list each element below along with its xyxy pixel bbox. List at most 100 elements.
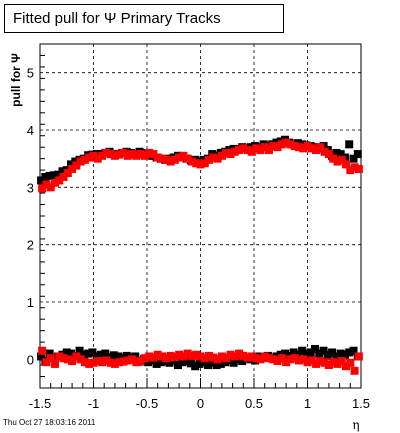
data-point xyxy=(342,160,351,169)
data-point xyxy=(50,178,59,187)
data-point xyxy=(346,358,355,367)
y-axis-label: pull for Ψ xyxy=(9,53,23,107)
chart-title: Fitted pull for Ψ Primary Tracks xyxy=(4,4,284,33)
data-point xyxy=(209,153,218,162)
data-point xyxy=(58,167,67,176)
data-point xyxy=(93,154,102,163)
data-point xyxy=(88,348,97,357)
data-point xyxy=(243,353,252,362)
data-point xyxy=(354,352,363,361)
data-point xyxy=(269,355,278,364)
data-point xyxy=(213,355,222,364)
data-point xyxy=(216,359,225,368)
data-point xyxy=(203,361,212,370)
data-point xyxy=(336,150,345,159)
y-tick-label: 0 xyxy=(27,352,34,367)
y-tick-label: 3 xyxy=(27,180,34,195)
data-point xyxy=(101,349,110,358)
data-point xyxy=(55,176,64,185)
x-tick-label: 0 xyxy=(197,396,204,411)
data-point xyxy=(85,359,94,368)
data-point xyxy=(213,154,222,163)
data-point xyxy=(222,148,231,157)
data-point xyxy=(230,147,239,156)
data-point xyxy=(46,354,55,363)
data-point xyxy=(106,150,115,159)
data-point xyxy=(247,147,256,156)
data-point xyxy=(175,350,184,359)
x-tick-label: 0.5 xyxy=(245,396,263,411)
data-point xyxy=(191,362,200,371)
data-point xyxy=(63,169,72,177)
data-point xyxy=(289,348,298,357)
data-point xyxy=(109,351,118,360)
data-point xyxy=(324,361,333,370)
data-point xyxy=(350,163,359,172)
data-point xyxy=(307,144,316,153)
data-point xyxy=(80,358,89,367)
data-point xyxy=(162,354,171,363)
data-point xyxy=(294,143,303,152)
data-point xyxy=(149,353,158,362)
data-point xyxy=(286,355,295,364)
data-point xyxy=(315,349,324,358)
data-point xyxy=(136,357,145,366)
data-point xyxy=(75,346,84,355)
data-point xyxy=(38,346,47,355)
data-point xyxy=(72,352,81,361)
data-point xyxy=(269,142,278,151)
data-point xyxy=(277,140,286,149)
y-tick-label: 5 xyxy=(27,66,34,81)
data-point xyxy=(260,352,269,361)
data-point xyxy=(162,155,171,164)
data-point xyxy=(323,350,332,359)
data-point xyxy=(37,176,46,185)
data-point xyxy=(302,349,311,358)
data-point xyxy=(37,352,46,361)
data-point xyxy=(183,154,192,163)
data-point xyxy=(320,147,329,156)
data-point xyxy=(200,159,209,168)
data-point xyxy=(153,153,162,162)
data-point xyxy=(67,160,76,169)
data-point xyxy=(96,350,105,359)
data-point xyxy=(229,358,238,367)
data-point xyxy=(239,351,248,360)
data-point xyxy=(45,349,54,358)
data-point xyxy=(212,361,221,370)
data-point xyxy=(123,151,132,160)
data-point xyxy=(144,358,153,367)
data-point xyxy=(196,352,205,361)
data-point xyxy=(156,358,165,367)
data-point xyxy=(140,354,149,363)
data-point xyxy=(149,150,158,159)
data-point xyxy=(41,173,50,182)
data-point xyxy=(337,155,346,164)
data-point xyxy=(290,142,299,151)
data-point xyxy=(329,358,338,367)
data-point xyxy=(62,348,71,357)
data-point xyxy=(119,357,128,366)
data-point xyxy=(89,358,98,367)
data-point xyxy=(166,157,175,166)
data-point xyxy=(264,146,273,155)
data-point xyxy=(195,359,204,368)
x-tick-label: 1 xyxy=(304,396,311,411)
data-point xyxy=(312,359,321,368)
data-point xyxy=(84,349,93,358)
data-point xyxy=(324,150,333,159)
data-point xyxy=(132,151,141,160)
data-point xyxy=(247,352,256,361)
data-point xyxy=(157,352,166,361)
data-point xyxy=(307,356,316,365)
data-point xyxy=(306,348,315,357)
data-point xyxy=(157,154,166,163)
data-point xyxy=(353,150,362,159)
data-point xyxy=(256,355,265,364)
y-tick-label: 2 xyxy=(27,238,34,253)
data-point xyxy=(294,356,303,365)
timestamp: Thu Oct 27 18:03:16 2011 xyxy=(3,418,96,427)
data-point xyxy=(298,346,307,355)
data-point xyxy=(345,140,354,149)
